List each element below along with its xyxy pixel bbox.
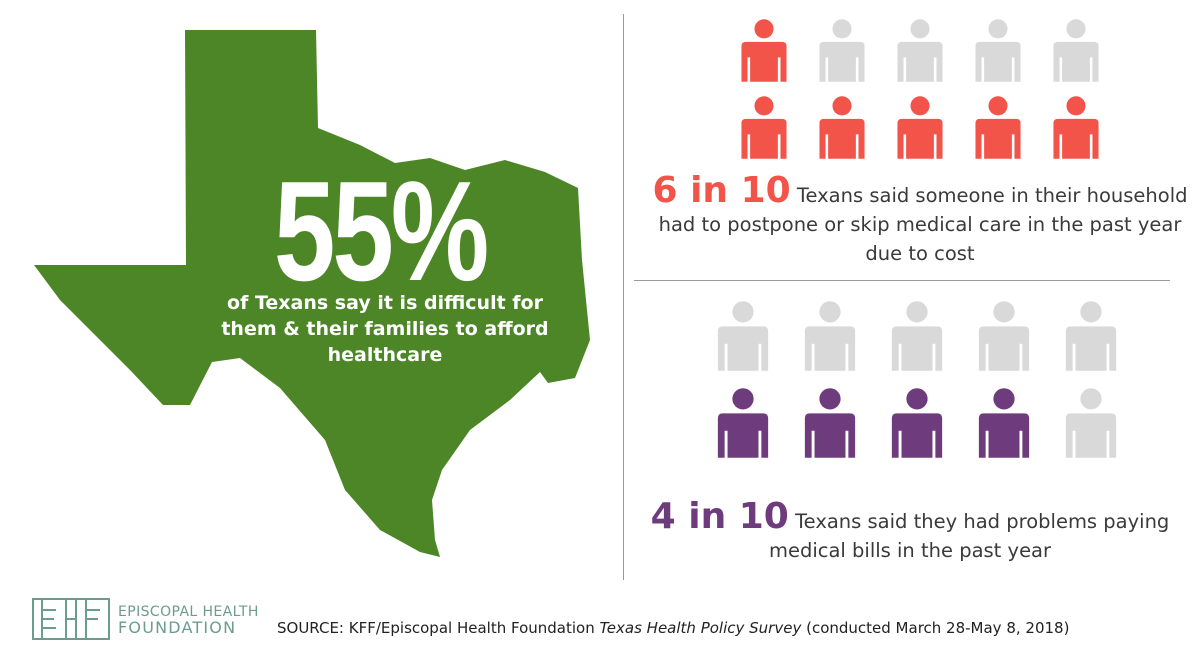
person-highlighted [894, 95, 946, 160]
source-prefix: SOURCE: KFF/Episcopal Health Foundation [277, 619, 600, 637]
person-icon [891, 388, 943, 458]
person-inactive [888, 300, 946, 372]
stat-description: Texans said they had problems paying med… [768, 510, 1170, 562]
source-suffix: (conducted March 28-May 8, 2018) [801, 619, 1070, 637]
person-icon [741, 96, 787, 159]
person-icon [717, 301, 769, 371]
person-icon [1065, 388, 1117, 458]
pictograph-medical-bills [714, 300, 1149, 474]
person-icon [975, 96, 1021, 159]
person-inactive [972, 18, 1024, 83]
source-title: Texas Health Policy Survey [599, 619, 802, 637]
stat-postpone-care: 6 in 10 Texans said someone in their hou… [640, 173, 1193, 268]
person-icon [741, 19, 787, 82]
foundation-name-line1: EPISCOPAL HEALTH [118, 604, 259, 620]
person-icon [804, 388, 856, 458]
person-icon [819, 19, 865, 82]
person-highlighted [1050, 95, 1102, 160]
stat-highlight: 4 in 10 [650, 496, 789, 537]
person-icon [717, 388, 769, 458]
person-inactive [714, 300, 772, 372]
person-highlighted [975, 387, 1033, 459]
person-highlighted [801, 387, 859, 459]
person-highlighted [738, 18, 790, 83]
person-inactive [1050, 18, 1102, 83]
stat-medical-bills: 4 in 10 Texans said they had problems pa… [615, 499, 1193, 565]
pictograph-postpone-care [738, 18, 1128, 172]
person-highlighted [888, 387, 946, 459]
foundation-logo-icon [32, 598, 110, 640]
texas-shape [34, 30, 590, 557]
person-highlighted [738, 95, 790, 160]
person-icon [978, 388, 1030, 458]
stat-highlight: 6 in 10 [652, 170, 791, 211]
big-percentage: 55% [273, 152, 489, 311]
map-caption: of Texans say it is difficult for them &… [221, 292, 549, 366]
horizontal-divider [634, 280, 1170, 281]
texas-map [34, 30, 590, 557]
source-note: SOURCE: KFF/Episcopal Health Foundation … [277, 619, 1069, 637]
person-highlighted [816, 95, 868, 160]
person-icon [819, 96, 865, 159]
person-icon [1053, 19, 1099, 82]
person-inactive [975, 300, 1033, 372]
person-inactive [1062, 387, 1120, 459]
person-icon [891, 301, 943, 371]
person-icon [975, 19, 1021, 82]
person-icon [897, 19, 943, 82]
stat-description: Texans said someone in their household h… [658, 184, 1188, 265]
foundation-name-line2: FOUNDATION [118, 618, 237, 637]
person-highlighted [714, 387, 772, 459]
person-inactive [894, 18, 946, 83]
person-icon [1053, 96, 1099, 159]
person-inactive [801, 300, 859, 372]
person-highlighted [972, 95, 1024, 160]
foundation-name: EPISCOPAL HEALTH FOUNDATION [118, 604, 259, 637]
person-icon [1065, 301, 1117, 371]
person-inactive [1062, 300, 1120, 372]
person-icon [804, 301, 856, 371]
person-icon [978, 301, 1030, 371]
vertical-divider [623, 14, 624, 580]
person-inactive [816, 18, 868, 83]
person-icon [897, 96, 943, 159]
